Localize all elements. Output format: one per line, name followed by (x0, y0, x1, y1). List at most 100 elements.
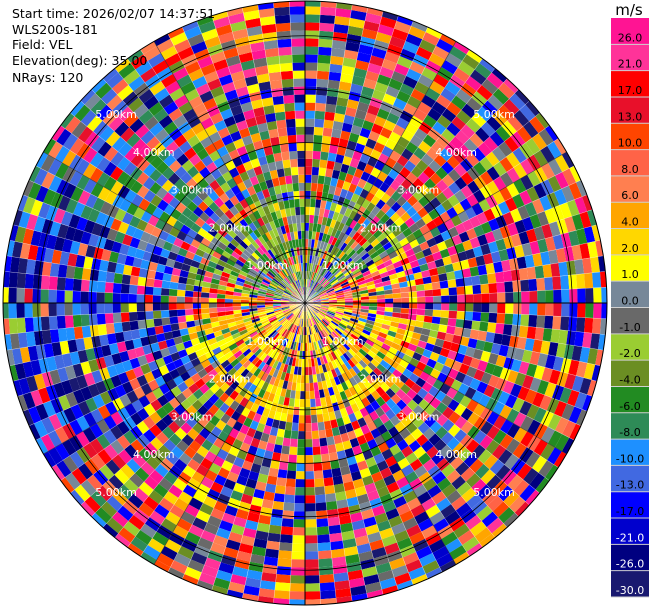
velocity-cell (327, 226, 334, 236)
velocity-cell (514, 348, 525, 362)
velocity-cell (370, 328, 380, 336)
velocity-cell (338, 171, 348, 181)
velocity-cell (533, 150, 548, 167)
velocity-cell (355, 59, 370, 71)
velocity-cell (433, 233, 445, 245)
velocity-cell (571, 213, 584, 231)
velocity-cell (520, 314, 530, 327)
velocity-cell (517, 386, 530, 401)
velocity-cell (471, 202, 484, 216)
velocity-cell (529, 290, 538, 303)
velocity-cell (374, 115, 387, 128)
velocity-cell (341, 122, 353, 133)
velocity-cell (579, 346, 591, 363)
velocity-cell (428, 329, 439, 339)
velocity-cell (431, 101, 447, 115)
velocity-cell (330, 228, 338, 238)
velocity-cell (376, 233, 386, 243)
velocity-cell (307, 271, 310, 280)
velocity-cell (394, 63, 410, 76)
velocity-cell (345, 300, 354, 303)
velocity-cell (529, 303, 538, 316)
velocity-cell (390, 255, 401, 264)
velocity-cell (518, 361, 530, 375)
velocity-cell (326, 253, 334, 262)
velocity-cell (454, 269, 464, 280)
velocity-cell (378, 223, 389, 234)
velocity-cell (349, 282, 359, 289)
velocity-cell (321, 259, 327, 268)
velocity-cell (309, 290, 316, 297)
velocity-cell (472, 246, 484, 258)
velocity-cell (305, 214, 310, 223)
velocity-cell (308, 271, 312, 280)
velocity-cell (320, 296, 329, 300)
velocity-cell (587, 241, 598, 258)
velocity-cell (429, 172, 442, 185)
velocity-cell (358, 283, 367, 289)
velocity-cell (318, 310, 327, 315)
velocity-cell (370, 270, 380, 278)
velocity-cell (516, 126, 532, 143)
velocity-cell (477, 234, 488, 246)
velocity-cell (383, 284, 393, 291)
velocity-cell (493, 261, 503, 273)
velocity-cell (372, 274, 382, 281)
velocity-cell (392, 292, 402, 299)
velocity-cell (498, 344, 509, 357)
velocity-cell (358, 317, 367, 323)
velocity-cell (476, 381, 489, 394)
velocity-cell (564, 373, 577, 390)
velocity-cell (441, 60, 458, 75)
velocity-cell (323, 282, 331, 289)
velocity-cell (363, 20, 380, 32)
velocity-cell (524, 254, 535, 268)
velocity-cell (440, 287, 450, 296)
velocity-cell (328, 308, 337, 312)
velocity-cell (465, 152, 480, 167)
velocity-cell (563, 246, 575, 262)
velocity-cell (506, 182, 520, 198)
velocity-cell (350, 252, 359, 261)
velocity-cell (328, 298, 337, 301)
velocity-cell (574, 196, 588, 214)
velocity-cell (520, 174, 534, 191)
velocity-cell (451, 116, 466, 131)
velocity-cell (316, 286, 323, 293)
velocity-cell (320, 295, 329, 299)
velocity-cell (524, 201, 537, 217)
velocity-cell (563, 344, 575, 360)
velocity-cell (519, 104, 536, 122)
velocity-cell (401, 303, 410, 309)
velocity-cell (427, 260, 437, 270)
velocity-cell (316, 286, 324, 293)
velocity-cell (393, 298, 402, 303)
velocity-cell (322, 280, 329, 287)
velocity-cell (337, 231, 346, 241)
velocity-cell (433, 154, 447, 167)
velocity-cell (460, 82, 477, 98)
velocity-cell (424, 342, 435, 352)
velocity-cell (436, 94, 452, 109)
velocity-cell (444, 357, 455, 369)
velocity-cell (376, 74, 392, 86)
velocity-cell (447, 194, 460, 207)
velocity-cell (441, 161, 454, 175)
velocity-cell (401, 297, 410, 303)
velocity-cell (305, 110, 316, 119)
velocity-cell (432, 345, 443, 355)
velocity-cell (352, 308, 361, 312)
velocity-cell (512, 147, 527, 164)
velocity-cell (481, 303, 490, 313)
velocity-cell (448, 181, 461, 195)
velocity-cell (436, 265, 447, 275)
velocity-cell (348, 280, 358, 286)
velocity-cell (483, 208, 496, 222)
velocity-cell (587, 209, 597, 227)
velocity-cell (481, 293, 490, 303)
velocity-cell (335, 154, 345, 164)
velocity-cell (409, 115, 423, 129)
velocity-cell (458, 144, 472, 159)
velocity-cell (320, 6, 336, 16)
velocity-cell (395, 350, 405, 360)
